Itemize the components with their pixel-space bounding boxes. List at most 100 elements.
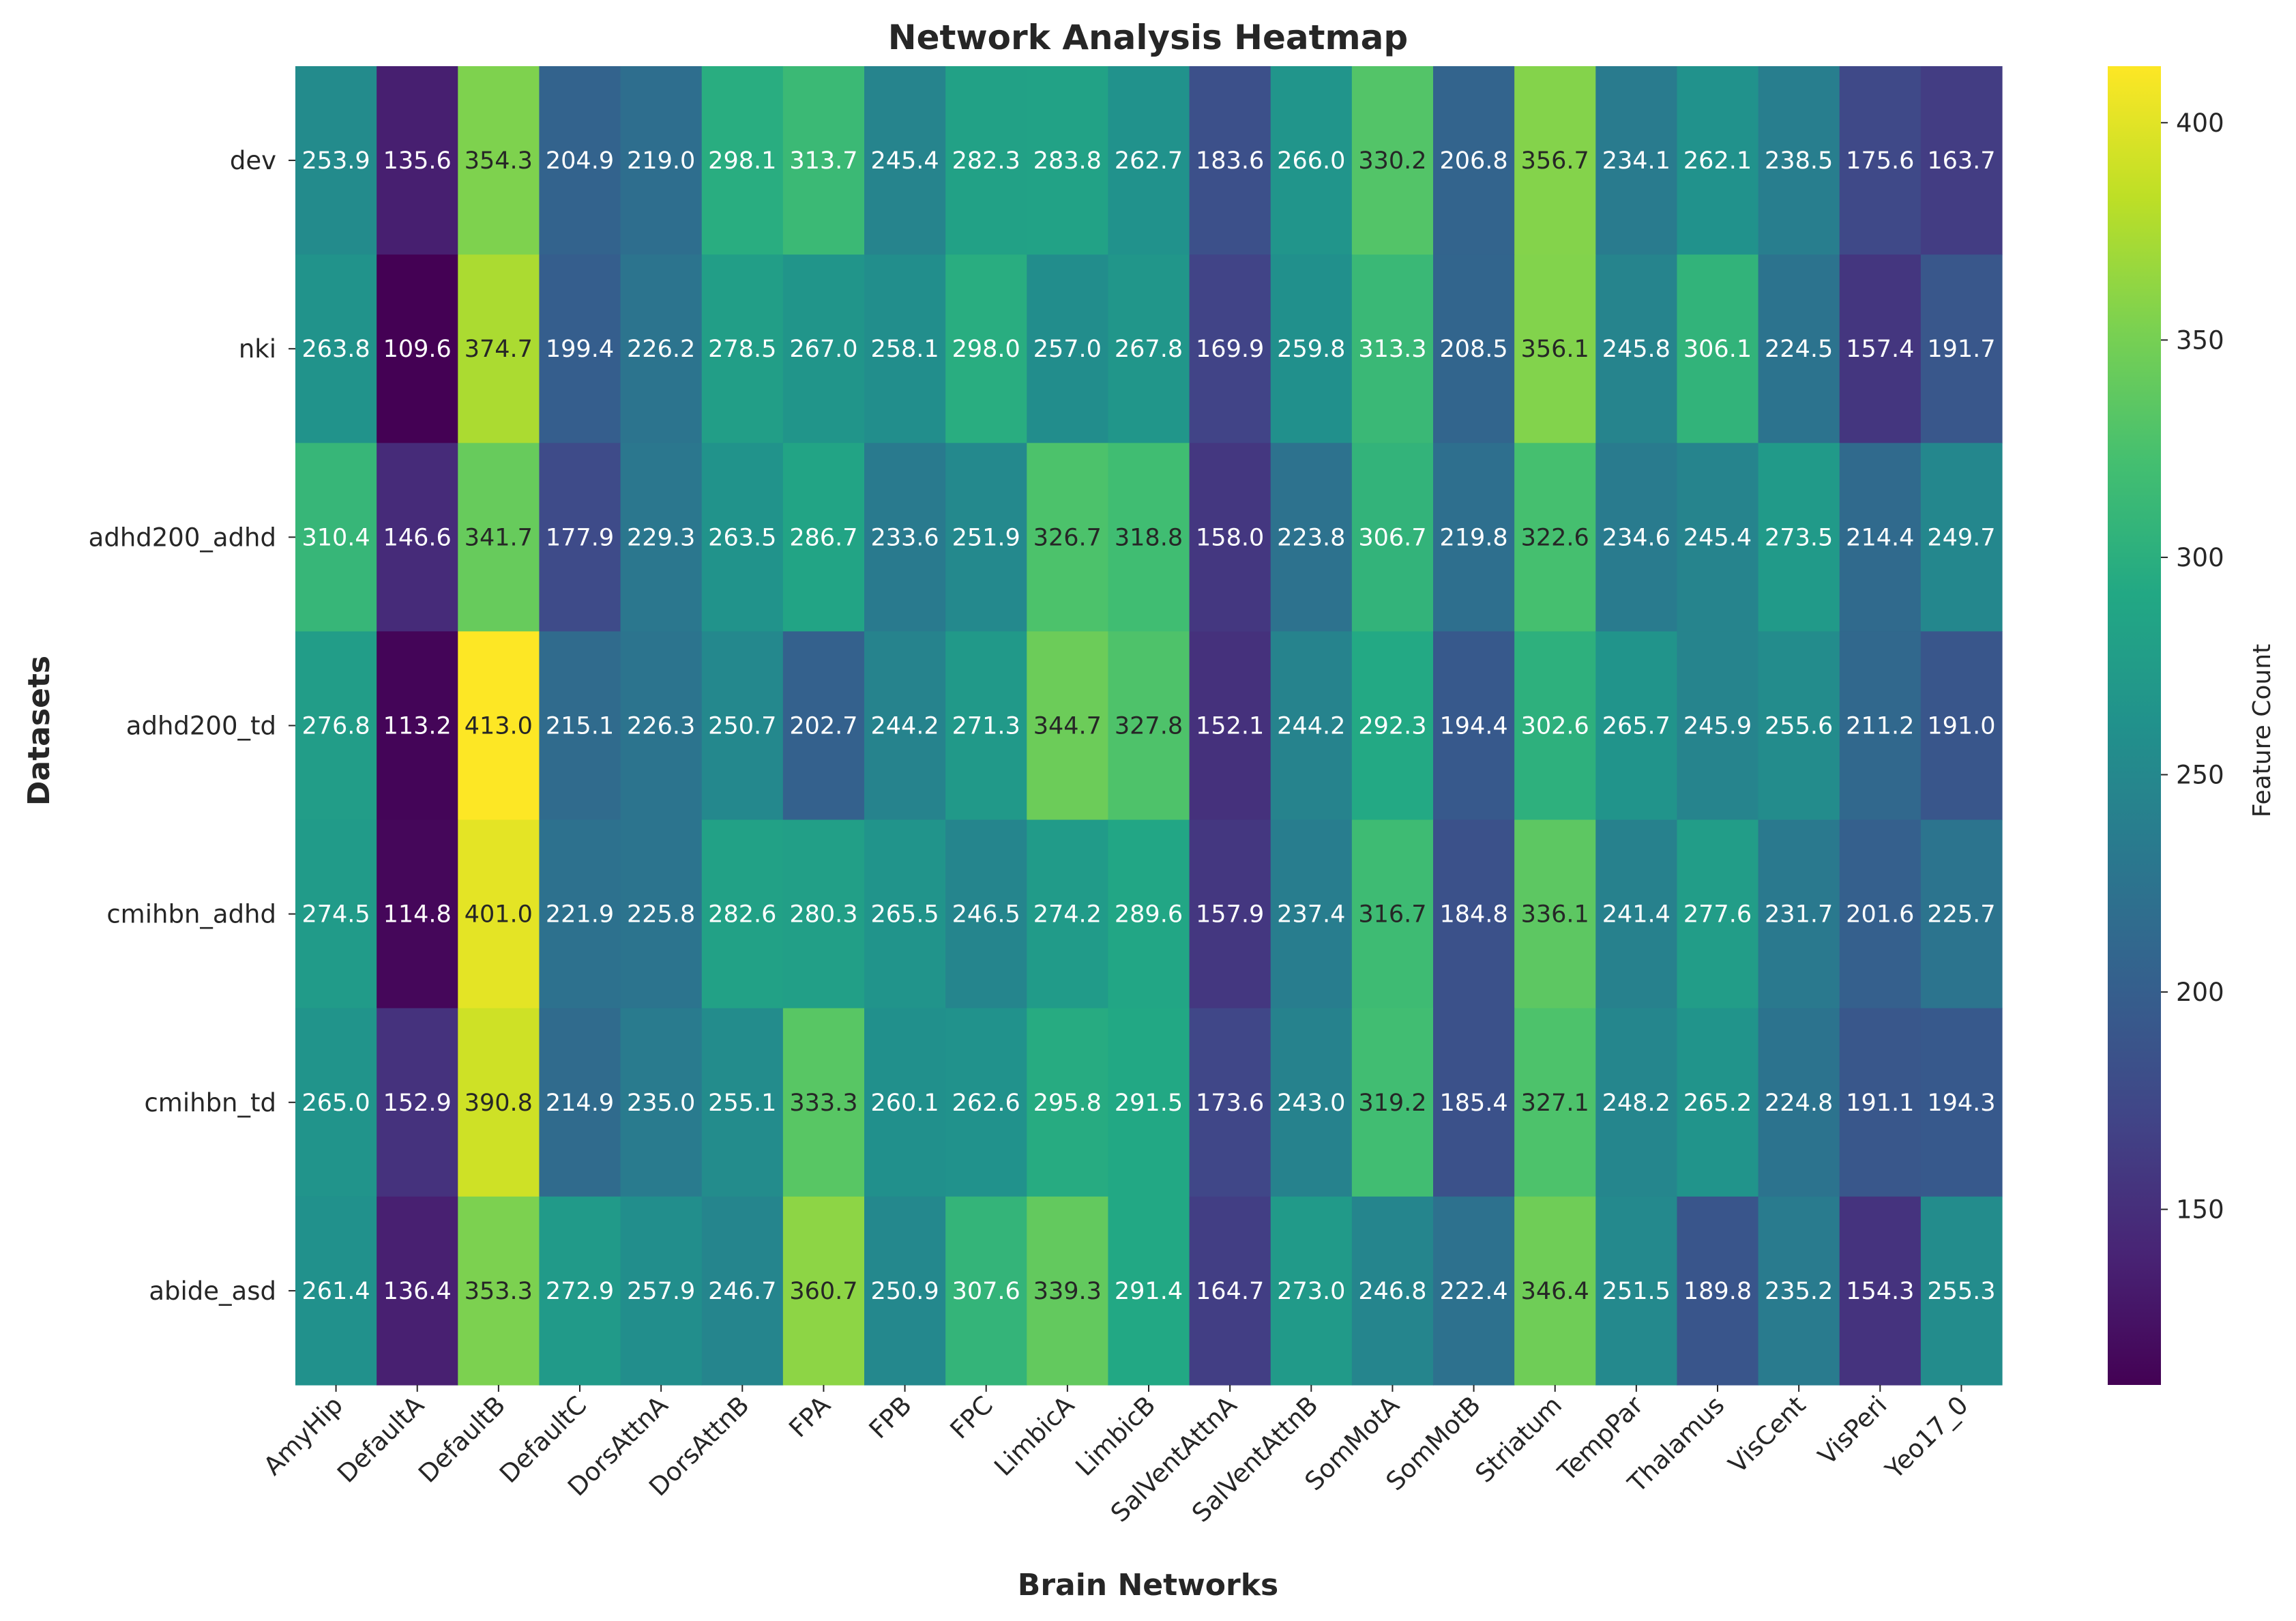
heatmap-cell <box>864 1196 946 1386</box>
cell-value-label: 263.8 <box>301 336 370 363</box>
colorbar: 150 200 250 300 350 400 <box>2108 66 2224 1385</box>
cell-value-label: 298.0 <box>952 336 1020 363</box>
heatmap-cell <box>1839 254 1922 443</box>
cell-value-label: 313.3 <box>1358 336 1426 363</box>
cell-value-label: 224.8 <box>1765 1090 1833 1117</box>
colorbar-tick-label: 400 <box>2176 108 2224 138</box>
heatmap-cell <box>1514 819 1596 1009</box>
cell-value-label: 257.0 <box>1033 336 1102 363</box>
cell-value-label: 244.2 <box>1277 713 1345 740</box>
cell-value-label: 183.6 <box>1196 147 1264 175</box>
colorbar-gradient <box>2108 66 2161 1385</box>
heatmap-cell <box>1270 443 1353 632</box>
heatmap-cell <box>1595 254 1678 443</box>
cell-value-label: 251.5 <box>1602 1278 1671 1305</box>
cell-value-label: 273.0 <box>1277 1278 1345 1305</box>
heatmap-cell <box>1920 1196 2003 1386</box>
cell-value-label: 136.4 <box>383 1278 452 1305</box>
heatmap-cell <box>1027 443 1109 632</box>
cell-value-label: 246.8 <box>1358 1278 1426 1305</box>
cell-value-label: 262.1 <box>1683 147 1752 175</box>
heatmap-cell <box>1677 1196 1759 1386</box>
colorbar-tick-label: 250 <box>2176 760 2224 789</box>
heatmap-cell <box>1433 443 1515 632</box>
colorbar-tick-label: 150 <box>2176 1195 2224 1225</box>
cell-value-label: 307.6 <box>952 1278 1020 1305</box>
heatmap-cell <box>1677 631 1759 821</box>
cell-value-label: 243.0 <box>1277 1090 1345 1117</box>
cell-value-label: 223.8 <box>1277 524 1345 551</box>
cell-value-label: 374.7 <box>465 336 533 363</box>
heatmap-cell <box>377 254 458 443</box>
heatmap-cell <box>782 66 865 255</box>
cell-value-label: 191.1 <box>1846 1090 1914 1117</box>
heatmap-cell <box>1189 1196 1271 1386</box>
heatmap-cell <box>1270 819 1353 1009</box>
cell-value-label: 157.9 <box>1196 901 1264 929</box>
cell-value-label: 265.7 <box>1602 713 1671 740</box>
cell-value-label: 229.3 <box>627 524 695 551</box>
heatmap-cell <box>1351 1008 1434 1197</box>
cell-value-label: 272.9 <box>546 1278 614 1305</box>
cell-value-label: 265.5 <box>870 901 939 929</box>
cell-value-label: 271.3 <box>952 713 1020 740</box>
heatmap-cell <box>539 631 621 821</box>
y-tick-label: abide_asd <box>149 1276 276 1306</box>
heatmap-cell <box>1351 819 1434 1009</box>
cell-value-label: 302.6 <box>1521 713 1589 740</box>
colorbar-tick-label: 350 <box>2176 325 2224 355</box>
heatmap-cell <box>1514 1008 1596 1197</box>
heatmap-cell <box>458 254 540 443</box>
heatmap-cell <box>1920 254 2003 443</box>
heatmap-cell <box>701 254 784 443</box>
cell-value-label: 235.2 <box>1765 1278 1833 1305</box>
heatmap-cell <box>458 443 540 632</box>
heatmap-cell <box>1514 254 1596 443</box>
cell-value-label: 327.1 <box>1521 1090 1589 1117</box>
cell-value-label: 316.7 <box>1358 901 1426 929</box>
cell-value-label: 249.7 <box>1927 524 1995 551</box>
cell-value-label: 413.0 <box>465 713 533 740</box>
heatmap-cell <box>945 1008 1027 1197</box>
heatmap-cell <box>1108 1008 1190 1197</box>
cell-value-label: 267.0 <box>789 336 857 363</box>
x-tick-label: FPC <box>945 1390 999 1445</box>
cell-value-label: 339.3 <box>1033 1278 1102 1305</box>
heatmap-cell <box>1920 1008 2003 1197</box>
cell-value-label: 291.4 <box>1115 1278 1183 1305</box>
cell-value-label: 255.1 <box>708 1090 776 1117</box>
cell-value-label: 265.2 <box>1683 1090 1752 1117</box>
heatmap-cell <box>1108 254 1190 443</box>
x-tick-labels: AmyHipDefaultADefaultBDefaultCDorsAttnAD… <box>258 1385 1974 1528</box>
cell-value-label: 280.3 <box>789 901 857 929</box>
cell-value-label: 250.9 <box>870 1278 939 1305</box>
cell-value-label: 292.3 <box>1358 713 1426 740</box>
heatmap-cell <box>1595 443 1678 632</box>
heatmap-cell <box>620 631 703 821</box>
cell-value-label: 306.7 <box>1358 524 1426 551</box>
heatmap-cell <box>1677 819 1759 1009</box>
heatmap-cell <box>1189 443 1271 632</box>
heatmap-cell <box>458 631 540 821</box>
y-tick-label: adhd200_adhd <box>89 523 276 552</box>
cell-value-label: 319.2 <box>1358 1090 1426 1117</box>
heatmap-cell <box>1351 631 1434 821</box>
heatmap-cell <box>945 1196 1027 1386</box>
heatmap-cell <box>1433 254 1515 443</box>
cell-value-label: 260.1 <box>870 1090 939 1117</box>
heatmap-cell <box>377 1008 458 1197</box>
heatmap-cell <box>620 819 703 1009</box>
heatmap-cell <box>1027 631 1109 821</box>
cell-value-label: 152.9 <box>383 1090 452 1117</box>
cell-value-label: 234.6 <box>1602 524 1671 551</box>
heatmap-cell <box>620 1196 703 1386</box>
cell-value-label: 330.2 <box>1358 147 1426 175</box>
x-tick-label: DefaultB <box>413 1390 511 1489</box>
heatmap-cell <box>1839 1196 1922 1386</box>
cell-value-label: 237.4 <box>1277 901 1345 929</box>
heatmap-cell <box>1189 66 1271 255</box>
heatmap-cell <box>864 443 946 632</box>
x-tick-label: Yeo17_0 <box>1879 1390 1974 1485</box>
heatmap-cell <box>1433 819 1515 1009</box>
heatmap-cell <box>377 1196 458 1386</box>
